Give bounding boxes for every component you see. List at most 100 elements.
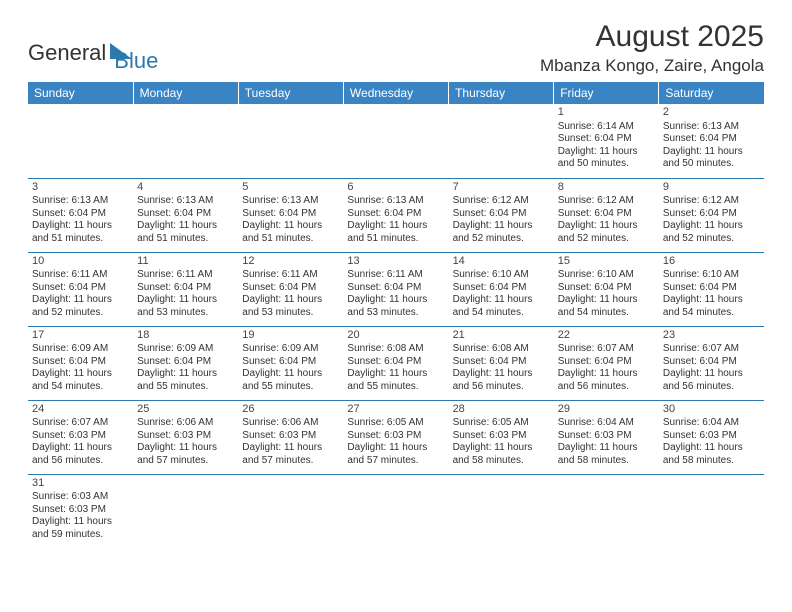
calendar-cell: 7Sunrise: 6:12 AMSunset: 6:04 PMDaylight… <box>449 178 554 252</box>
sunrise-line: Sunrise: 6:05 AM <box>453 417 550 430</box>
calendar-cell: 24Sunrise: 6:07 AMSunset: 6:03 PMDayligh… <box>28 400 133 474</box>
sunrise-line: Sunrise: 6:11 AM <box>32 269 129 282</box>
daylight-line: Daylight: 11 hours and 50 minutes. <box>663 146 760 171</box>
daylight-line: Daylight: 11 hours and 55 minutes. <box>347 368 444 393</box>
calendar-cell <box>343 474 448 548</box>
sunset-line: Sunset: 6:04 PM <box>137 208 234 221</box>
calendar-cell <box>659 474 764 548</box>
logo: General Blue <box>28 32 158 74</box>
sunrise-line: Sunrise: 6:06 AM <box>137 417 234 430</box>
col-sunday: Sunday <box>28 82 133 104</box>
calendar-cell: 1Sunrise: 6:14 AMSunset: 6:04 PMDaylight… <box>554 104 659 178</box>
sunrise-line: Sunrise: 6:07 AM <box>558 343 655 356</box>
logo-text-general: General <box>28 40 106 66</box>
sunset-line: Sunset: 6:04 PM <box>453 356 550 369</box>
calendar-cell: 27Sunrise: 6:05 AMSunset: 6:03 PMDayligh… <box>343 400 448 474</box>
col-saturday: Saturday <box>659 82 764 104</box>
day-number: 12 <box>242 255 339 269</box>
header-row: Sunday Monday Tuesday Wednesday Thursday… <box>28 82 764 104</box>
day-number: 27 <box>347 403 444 417</box>
calendar-cell <box>343 104 448 178</box>
daylight-line: Daylight: 11 hours and 56 minutes. <box>663 368 760 393</box>
calendar-cell: 6Sunrise: 6:13 AMSunset: 6:04 PMDaylight… <box>343 178 448 252</box>
daylight-line: Daylight: 11 hours and 58 minutes. <box>663 442 760 467</box>
daylight-line: Daylight: 11 hours and 53 minutes. <box>137 294 234 319</box>
sunrise-line: Sunrise: 6:09 AM <box>242 343 339 356</box>
calendar-cell: 4Sunrise: 6:13 AMSunset: 6:04 PMDaylight… <box>133 178 238 252</box>
logo-text-blue: Blue <box>114 48 158 74</box>
daylight-line: Daylight: 11 hours and 56 minutes. <box>32 442 129 467</box>
calendar-cell: 3Sunrise: 6:13 AMSunset: 6:04 PMDaylight… <box>28 178 133 252</box>
sunset-line: Sunset: 6:04 PM <box>32 208 129 221</box>
sunset-line: Sunset: 6:04 PM <box>32 356 129 369</box>
sunrise-line: Sunrise: 6:14 AM <box>558 121 655 134</box>
sunrise-line: Sunrise: 6:13 AM <box>32 195 129 208</box>
sunset-line: Sunset: 6:03 PM <box>663 430 760 443</box>
sunset-line: Sunset: 6:04 PM <box>242 208 339 221</box>
daylight-line: Daylight: 11 hours and 51 minutes. <box>347 220 444 245</box>
day-number: 11 <box>137 255 234 269</box>
day-number: 7 <box>453 181 550 195</box>
daylight-line: Daylight: 11 hours and 50 minutes. <box>558 146 655 171</box>
sunset-line: Sunset: 6:04 PM <box>558 282 655 295</box>
calendar-row: 1Sunrise: 6:14 AMSunset: 6:04 PMDaylight… <box>28 104 764 178</box>
sunset-line: Sunset: 6:03 PM <box>453 430 550 443</box>
sunset-line: Sunset: 6:03 PM <box>137 430 234 443</box>
calendar-cell: 18Sunrise: 6:09 AMSunset: 6:04 PMDayligh… <box>133 326 238 400</box>
day-number: 4 <box>137 181 234 195</box>
sunrise-line: Sunrise: 6:12 AM <box>663 195 760 208</box>
day-number: 23 <box>663 329 760 343</box>
daylight-line: Daylight: 11 hours and 52 minutes. <box>663 220 760 245</box>
calendar-cell: 2Sunrise: 6:13 AMSunset: 6:04 PMDaylight… <box>659 104 764 178</box>
sunrise-line: Sunrise: 6:11 AM <box>137 269 234 282</box>
calendar-cell <box>238 474 343 548</box>
day-number: 30 <box>663 403 760 417</box>
calendar-row: 10Sunrise: 6:11 AMSunset: 6:04 PMDayligh… <box>28 252 764 326</box>
day-number: 10 <box>32 255 129 269</box>
day-number: 24 <box>32 403 129 417</box>
col-wednesday: Wednesday <box>343 82 448 104</box>
day-number: 29 <box>558 403 655 417</box>
daylight-line: Daylight: 11 hours and 57 minutes. <box>242 442 339 467</box>
day-number: 31 <box>32 477 129 491</box>
calendar-cell <box>449 474 554 548</box>
daylight-line: Daylight: 11 hours and 53 minutes. <box>242 294 339 319</box>
calendar-row: 17Sunrise: 6:09 AMSunset: 6:04 PMDayligh… <box>28 326 764 400</box>
sunrise-line: Sunrise: 6:04 AM <box>558 417 655 430</box>
calendar-cell: 15Sunrise: 6:10 AMSunset: 6:04 PMDayligh… <box>554 252 659 326</box>
sunrise-line: Sunrise: 6:12 AM <box>453 195 550 208</box>
sunset-line: Sunset: 6:03 PM <box>32 504 129 517</box>
sunrise-line: Sunrise: 6:09 AM <box>137 343 234 356</box>
sunrise-line: Sunrise: 6:08 AM <box>347 343 444 356</box>
calendar-cell: 28Sunrise: 6:05 AMSunset: 6:03 PMDayligh… <box>449 400 554 474</box>
sunset-line: Sunset: 6:04 PM <box>137 282 234 295</box>
calendar-cell: 25Sunrise: 6:06 AMSunset: 6:03 PMDayligh… <box>133 400 238 474</box>
calendar-cell: 5Sunrise: 6:13 AMSunset: 6:04 PMDaylight… <box>238 178 343 252</box>
calendar-cell: 20Sunrise: 6:08 AMSunset: 6:04 PMDayligh… <box>343 326 448 400</box>
daylight-line: Daylight: 11 hours and 55 minutes. <box>137 368 234 393</box>
sunrise-line: Sunrise: 6:13 AM <box>242 195 339 208</box>
day-number: 19 <box>242 329 339 343</box>
daylight-line: Daylight: 11 hours and 54 minutes. <box>558 294 655 319</box>
sunset-line: Sunset: 6:04 PM <box>663 282 760 295</box>
daylight-line: Daylight: 11 hours and 59 minutes. <box>32 516 129 541</box>
day-number: 28 <box>453 403 550 417</box>
calendar-cell <box>238 104 343 178</box>
day-number: 22 <box>558 329 655 343</box>
sunrise-line: Sunrise: 6:10 AM <box>453 269 550 282</box>
daylight-line: Daylight: 11 hours and 56 minutes. <box>558 368 655 393</box>
day-number: 20 <box>347 329 444 343</box>
sunrise-line: Sunrise: 6:07 AM <box>32 417 129 430</box>
sunrise-line: Sunrise: 6:11 AM <box>242 269 339 282</box>
daylight-line: Daylight: 11 hours and 51 minutes. <box>137 220 234 245</box>
calendar-table: Sunday Monday Tuesday Wednesday Thursday… <box>28 82 764 548</box>
sunrise-line: Sunrise: 6:13 AM <box>663 121 760 134</box>
col-friday: Friday <box>554 82 659 104</box>
day-number: 17 <box>32 329 129 343</box>
sunset-line: Sunset: 6:04 PM <box>32 282 129 295</box>
sunrise-line: Sunrise: 6:06 AM <box>242 417 339 430</box>
header: General Blue August 2025 Mbanza Kongo, Z… <box>28 20 764 76</box>
sunset-line: Sunset: 6:04 PM <box>663 356 760 369</box>
sunset-line: Sunset: 6:04 PM <box>242 356 339 369</box>
sunrise-line: Sunrise: 6:11 AM <box>347 269 444 282</box>
